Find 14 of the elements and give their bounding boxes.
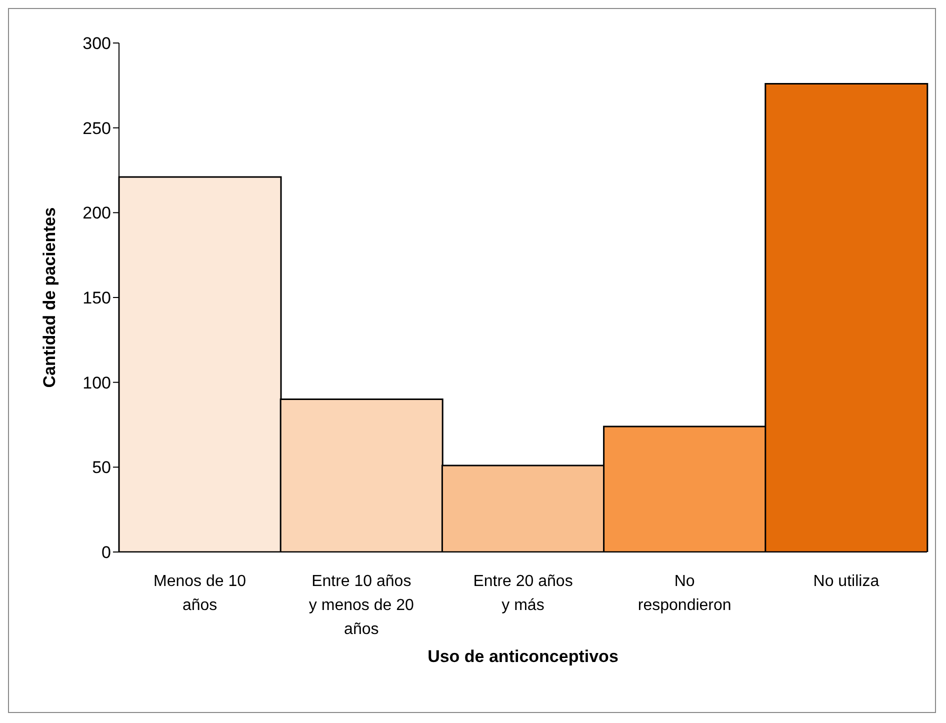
y-tick-label: 300	[82, 34, 111, 54]
x-tick-label: No utiliza	[813, 573, 880, 590]
x-tick-label: Entre 10 años y menos de 20 años	[308, 573, 414, 638]
y-tick-label: 150	[82, 288, 111, 308]
y-tick-label: 200	[82, 204, 111, 223]
x-axis-title: Uso de anticonceptivos	[428, 647, 618, 666]
y-tick-label: 250	[82, 118, 111, 138]
y-tick-label: 0	[102, 543, 111, 562]
y-tick-label: 50	[92, 458, 111, 478]
y-axis-title: Cantidad de pacientes	[40, 207, 60, 388]
x-tick-label: No respondieron	[638, 573, 732, 614]
x-tick-label: Menos de 10 años	[154, 573, 246, 614]
y-tick-label: 100	[82, 373, 111, 392]
x-tick-label: Entre 20 años y más	[473, 573, 573, 614]
